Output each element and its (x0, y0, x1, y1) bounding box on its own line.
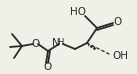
Text: N: N (52, 38, 60, 48)
Text: OH: OH (112, 51, 128, 61)
Text: O: O (43, 62, 51, 72)
Text: HO: HO (70, 7, 86, 17)
Text: O: O (31, 39, 39, 49)
Text: O: O (113, 17, 121, 27)
Text: H: H (57, 38, 63, 46)
